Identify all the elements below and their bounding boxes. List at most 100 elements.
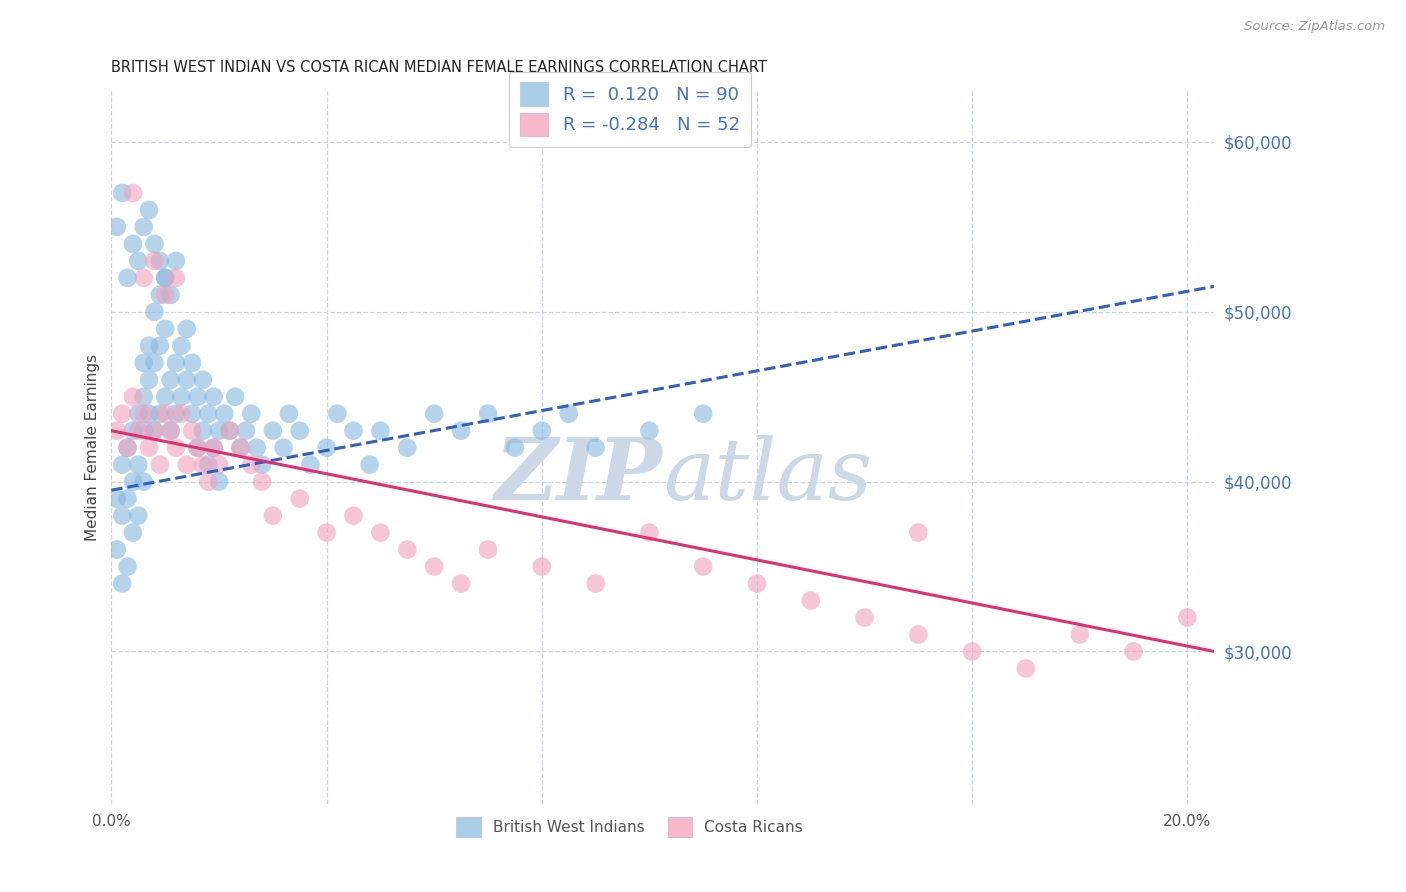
Point	[165, 253, 187, 268]
Point	[122, 390, 145, 404]
Point	[111, 576, 134, 591]
Point	[132, 424, 155, 438]
Point	[240, 407, 263, 421]
Point	[138, 339, 160, 353]
Point	[181, 356, 204, 370]
Point	[181, 407, 204, 421]
Point	[138, 441, 160, 455]
Point	[143, 356, 166, 370]
Point	[165, 407, 187, 421]
Point	[299, 458, 322, 472]
Point	[477, 542, 499, 557]
Point	[692, 407, 714, 421]
Point	[218, 424, 240, 438]
Point	[143, 236, 166, 251]
Point	[159, 288, 181, 302]
Point	[127, 407, 149, 421]
Point	[1015, 661, 1038, 675]
Point	[127, 424, 149, 438]
Point	[191, 458, 214, 472]
Point	[450, 424, 472, 438]
Point	[240, 458, 263, 472]
Point	[127, 253, 149, 268]
Point	[132, 407, 155, 421]
Point	[143, 424, 166, 438]
Point	[423, 559, 446, 574]
Point	[122, 424, 145, 438]
Point	[111, 508, 134, 523]
Point	[170, 339, 193, 353]
Point	[1069, 627, 1091, 641]
Point	[117, 441, 139, 455]
Point	[273, 441, 295, 455]
Point	[132, 390, 155, 404]
Point	[155, 288, 177, 302]
Point	[342, 424, 364, 438]
Point	[423, 407, 446, 421]
Point	[149, 288, 172, 302]
Point	[202, 441, 225, 455]
Point	[359, 458, 381, 472]
Point	[246, 441, 269, 455]
Point	[800, 593, 823, 607]
Point	[585, 576, 607, 591]
Point	[122, 186, 145, 200]
Point	[288, 491, 311, 506]
Point	[111, 458, 134, 472]
Point	[224, 390, 246, 404]
Point	[138, 373, 160, 387]
Point	[143, 253, 166, 268]
Point	[530, 559, 553, 574]
Point	[214, 407, 236, 421]
Text: ZIP: ZIP	[495, 434, 662, 518]
Point	[208, 475, 231, 489]
Point	[159, 424, 181, 438]
Text: BRITISH WEST INDIAN VS COSTA RICAN MEDIAN FEMALE EARNINGS CORRELATION CHART: BRITISH WEST INDIAN VS COSTA RICAN MEDIA…	[111, 60, 768, 75]
Point	[229, 441, 252, 455]
Point	[132, 356, 155, 370]
Point	[105, 219, 128, 234]
Point	[853, 610, 876, 624]
Point	[262, 424, 284, 438]
Point	[235, 424, 257, 438]
Point	[197, 475, 219, 489]
Point	[191, 373, 214, 387]
Point	[186, 441, 208, 455]
Point	[1175, 610, 1198, 624]
Point	[638, 525, 661, 540]
Point	[122, 475, 145, 489]
Point	[117, 441, 139, 455]
Point	[165, 356, 187, 370]
Point	[960, 644, 983, 658]
Point	[250, 458, 273, 472]
Point	[396, 441, 419, 455]
Point	[370, 525, 392, 540]
Point	[143, 424, 166, 438]
Point	[159, 424, 181, 438]
Point	[197, 458, 219, 472]
Point	[143, 305, 166, 319]
Point	[229, 441, 252, 455]
Point	[165, 270, 187, 285]
Point	[907, 525, 929, 540]
Point	[127, 508, 149, 523]
Point	[117, 491, 139, 506]
Point	[105, 542, 128, 557]
Point	[396, 542, 419, 557]
Point	[149, 253, 172, 268]
Point	[745, 576, 768, 591]
Point	[288, 424, 311, 438]
Point	[186, 390, 208, 404]
Point	[262, 508, 284, 523]
Point	[159, 373, 181, 387]
Point	[315, 525, 337, 540]
Point	[503, 441, 526, 455]
Point	[585, 441, 607, 455]
Point	[149, 458, 172, 472]
Point	[165, 441, 187, 455]
Point	[111, 186, 134, 200]
Point	[149, 339, 172, 353]
Point	[186, 441, 208, 455]
Point	[117, 270, 139, 285]
Point	[181, 424, 204, 438]
